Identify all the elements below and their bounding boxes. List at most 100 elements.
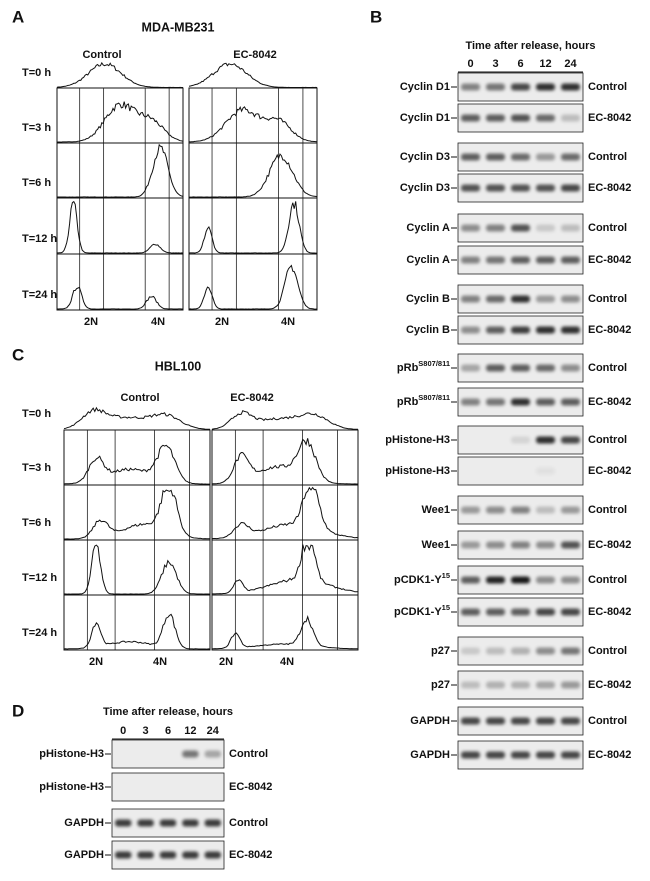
blot-row: GAPDH EC-8042 [410, 740, 631, 770]
condition-label: Control [588, 504, 627, 516]
protein-label: p27 [431, 679, 450, 691]
x-label: 4N [280, 656, 294, 668]
band [511, 256, 530, 264]
x-label: 2N [84, 316, 98, 328]
band [511, 114, 530, 122]
condition-label: EC-8042 [588, 465, 631, 477]
protein-label: Cyclin B [406, 324, 450, 336]
band [561, 506, 580, 514]
band [182, 750, 199, 758]
band [536, 541, 555, 549]
blot-row: Cyclin A Control [406, 213, 627, 243]
band [461, 681, 480, 689]
band [486, 256, 505, 264]
band [561, 256, 580, 264]
band [461, 506, 480, 514]
header: Time after release, hours [103, 706, 233, 718]
band [511, 83, 530, 91]
time-label: 3 [492, 58, 498, 70]
band [461, 576, 480, 584]
histogram [211, 438, 358, 485]
band [461, 224, 480, 232]
band [486, 717, 505, 725]
protein-name: p27 [431, 679, 450, 691]
header: Time after release, hours [465, 40, 595, 52]
condition-label: EC-8042 [588, 539, 631, 551]
condition-label: EC-8042 [588, 606, 631, 618]
band [486, 751, 505, 759]
blot-row: Cyclin D3 Control [400, 142, 627, 172]
band [561, 326, 580, 334]
histogram [188, 201, 317, 254]
band [561, 647, 580, 655]
band [486, 153, 505, 161]
row-label: T=12 h [22, 572, 57, 584]
histogram [211, 614, 358, 650]
superscript: 15 [442, 603, 450, 612]
protein-name: GAPDH [64, 817, 104, 829]
histogram [211, 486, 359, 540]
protein-label: pHistone-H3 [385, 434, 450, 446]
row-label: T=0 h [22, 67, 51, 79]
blot-row: Cyclin D3 EC-8042 [400, 173, 631, 203]
time-label: 24 [564, 58, 577, 70]
band [486, 83, 505, 91]
condition-label: EC-8042 [588, 749, 631, 761]
protein-name: pHistone-H3 [385, 434, 450, 446]
band [511, 681, 530, 689]
histogram [56, 286, 183, 310]
superscript: 15 [442, 571, 450, 580]
band [115, 851, 132, 859]
panel-letter: B [370, 7, 382, 26]
band [561, 751, 580, 759]
row-label: T=24 h [22, 289, 57, 301]
protein-name: Cyclin D3 [400, 151, 450, 163]
condition-label: Control [588, 81, 627, 93]
histogram [188, 264, 318, 310]
protein-name: pHistone-H3 [39, 781, 104, 793]
band [536, 576, 555, 584]
blot-row: pHistone-H3 EC-8042 [385, 456, 631, 486]
band [511, 184, 530, 192]
band [486, 541, 505, 549]
protein-name: pHistone-H3 [385, 465, 450, 477]
protein-name: Cyclin A [406, 254, 450, 266]
condition-label: Control [588, 362, 627, 374]
band [536, 153, 555, 161]
band [486, 326, 505, 334]
band [486, 608, 505, 616]
band [461, 608, 480, 616]
band [561, 681, 580, 689]
protein-name: pRb [397, 362, 419, 374]
band [561, 295, 580, 303]
band [204, 750, 221, 758]
protein-name: Cyclin B [406, 324, 450, 336]
blot-row: GAPDH Control [410, 706, 627, 736]
condition-label: EC-8042 [229, 849, 272, 861]
band [536, 467, 555, 475]
protein-label: GAPDH [410, 749, 450, 761]
blot-row: Cyclin A EC-8042 [406, 245, 631, 275]
condition-label: EC-8042 [588, 254, 631, 266]
protein-label: Cyclin B [406, 293, 450, 305]
column-label: EC-8042 [230, 392, 273, 404]
protein-label: Wee1 [421, 504, 450, 516]
band [182, 851, 199, 859]
band [536, 326, 555, 334]
blot-row: pRbS807/811 EC-8042 [397, 387, 631, 417]
condition-label: EC-8042 [588, 182, 631, 194]
blot-row: GAPDH EC-8042 [64, 840, 272, 870]
protein-label: GAPDH [64, 817, 104, 829]
band [204, 851, 221, 859]
blot-row: pHistone-H3 EC-8042 [39, 772, 272, 802]
band [561, 364, 580, 372]
band [461, 83, 480, 91]
time-label: 12 [184, 725, 196, 737]
protein-label: GAPDH [64, 849, 104, 861]
time-label: 0 [120, 725, 126, 737]
protein-label: Cyclin D3 [400, 151, 450, 163]
time-label: 3 [143, 725, 149, 737]
protein-name: Cyclin D3 [400, 182, 450, 194]
protein-label: pRbS807/811 [397, 393, 450, 408]
protein-name: pHistone-H3 [39, 748, 104, 760]
